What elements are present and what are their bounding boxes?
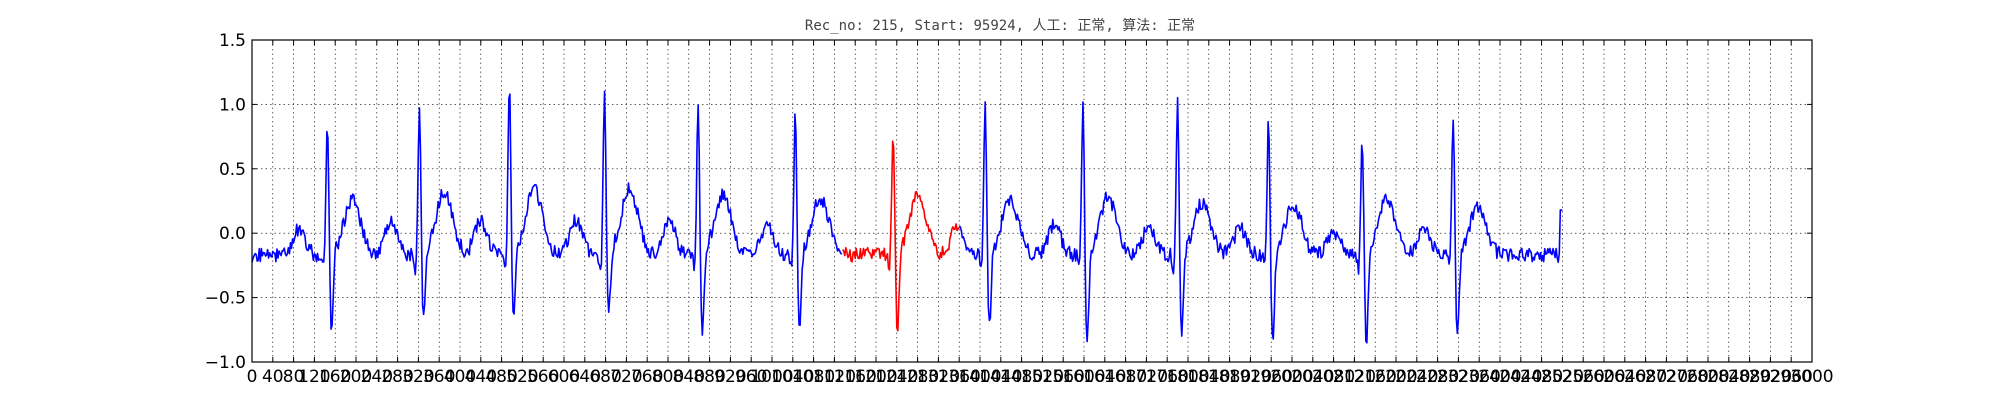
x-tick-label: 2040 xyxy=(1291,367,1334,387)
x-tick-label: 1960 xyxy=(1250,367,1293,387)
x-tick-label: 1720 xyxy=(1125,367,1168,387)
x-tick-label: 1760 xyxy=(1146,367,1189,387)
x-tick-label: 2520 xyxy=(1541,367,1584,387)
x-tick-label: 800 xyxy=(652,367,684,387)
plot-area-frame xyxy=(251,39,1813,363)
x-tick-label: 680 xyxy=(589,367,621,387)
x-tick-label: 880 xyxy=(693,367,725,387)
x-tick-label: 1000 xyxy=(750,367,793,387)
x-tick-label: 320 xyxy=(402,367,434,387)
x-tick-label: 1240 xyxy=(875,367,918,387)
x-tick-label: 1880 xyxy=(1208,367,1251,387)
x-tick-label: 1800 xyxy=(1166,367,1209,387)
x-tick-label: 600 xyxy=(548,367,580,387)
x-tick-label: 2000 xyxy=(1270,367,1313,387)
x-tick-label: 2360 xyxy=(1458,367,1501,387)
y-tick-label: −1.0 xyxy=(205,353,246,373)
x-tick-label: 2800 xyxy=(1686,367,1729,387)
x-tick-label: 2840 xyxy=(1707,367,1750,387)
x-tick-label: 2400 xyxy=(1478,367,1521,387)
x-tick-label: 240 xyxy=(361,367,393,387)
x-tick-label: 2280 xyxy=(1416,367,1459,387)
x-tick-label: 720 xyxy=(610,367,642,387)
x-tick-label: 280 xyxy=(381,367,413,387)
x-tick-label: 2960 xyxy=(1770,367,1813,387)
signal-series xyxy=(251,90,1563,344)
y-tick-label: 1.0 xyxy=(219,95,246,115)
x-tick-label: 160 xyxy=(319,367,351,387)
x-tick-label: 1840 xyxy=(1187,367,1230,387)
x-tick-label: 1400 xyxy=(958,367,1001,387)
y-tick-label: 0.5 xyxy=(219,160,246,180)
x-tick-label: 1320 xyxy=(917,367,960,387)
x-tick-label: 840 xyxy=(673,367,705,387)
x-tick-label: 400 xyxy=(444,367,476,387)
x-tick-label: 200 xyxy=(340,367,372,387)
x-tick-label: 1160 xyxy=(834,367,877,387)
x-tick-label: 2640 xyxy=(1603,367,1646,387)
x-tick-label: 2120 xyxy=(1333,367,1376,387)
x-tick-label: 2160 xyxy=(1354,367,1397,387)
x-tick-label: 2320 xyxy=(1437,367,1480,387)
y-tick-label: −0.5 xyxy=(205,289,246,309)
x-tick-label: 1600 xyxy=(1062,367,1105,387)
x-tick-label: 1080 xyxy=(792,367,835,387)
x-tick-label: 1440 xyxy=(979,367,1022,387)
x-tick-label: 760 xyxy=(631,367,663,387)
x-tick-label: 2680 xyxy=(1624,367,1667,387)
x-tick-label: 1560 xyxy=(1042,367,1085,387)
x-axis-ticks: 0 40 8012016020024028032036040044048052056… xyxy=(247,40,1834,387)
chart-title: Rec_no: 215, Start: 95924, 人工: 正常, 算法: 正… xyxy=(805,18,1195,34)
x-tick-label: 2600 xyxy=(1582,367,1625,387)
x-tick-label: 560 xyxy=(527,367,559,387)
x-tick-label: 360 xyxy=(423,367,455,387)
x-tick-label: 80 xyxy=(283,367,305,387)
x-tick-label: 1520 xyxy=(1021,367,1064,387)
x-tick-label: 2240 xyxy=(1395,367,1438,387)
signal-line-highlighted xyxy=(842,140,960,332)
x-tick-label: 2720 xyxy=(1645,367,1688,387)
x-tick-label: 1360 xyxy=(938,367,981,387)
x-tick-label: 1680 xyxy=(1104,367,1147,387)
x-tick-label: 2080 xyxy=(1312,367,1355,387)
x-tick-label: 1040 xyxy=(771,367,814,387)
x-tick-label: 960 xyxy=(735,367,767,387)
x-tick-label: 2560 xyxy=(1562,367,1605,387)
x-tick-label: 0 xyxy=(247,367,258,387)
x-tick-label: 440 xyxy=(465,367,497,387)
x-tick-label: 120 xyxy=(298,367,330,387)
x-tick-label: 2440 xyxy=(1499,367,1542,387)
y-tick-label: 0.0 xyxy=(219,224,246,244)
x-tick-label: 1480 xyxy=(1000,367,1043,387)
x-tick-label: 2480 xyxy=(1520,367,1563,387)
grid-lines xyxy=(251,39,1813,363)
y-tick-label: 1.5 xyxy=(219,31,246,51)
y-axis-ticks: −1.0 −0.5 0.0 0.5 1.0 1.5 xyxy=(205,31,1812,373)
x-tick-label: 2200 xyxy=(1374,367,1417,387)
x-tick-label: 640 xyxy=(569,367,601,387)
x-tick-label: 920 xyxy=(714,367,746,387)
x-tick-label: 1640 xyxy=(1083,367,1126,387)
x-tick-label: 40 xyxy=(262,367,284,387)
x-tick-label: 1920 xyxy=(1229,367,1272,387)
x-tick-label: 480 xyxy=(485,367,517,387)
x-tick-label: 2760 xyxy=(1666,367,1709,387)
x-tick-label: 2880 xyxy=(1728,367,1771,387)
x-tick-label: 1120 xyxy=(813,367,856,387)
x-tick-label: 3000 xyxy=(1790,367,1833,387)
x-tick-label: 520 xyxy=(506,367,538,387)
x-tick-label: 1280 xyxy=(896,367,939,387)
signal-line-normal xyxy=(251,90,1563,344)
x-tick-label: 2920 xyxy=(1749,367,1792,387)
x-tick-label: 1200 xyxy=(854,367,897,387)
